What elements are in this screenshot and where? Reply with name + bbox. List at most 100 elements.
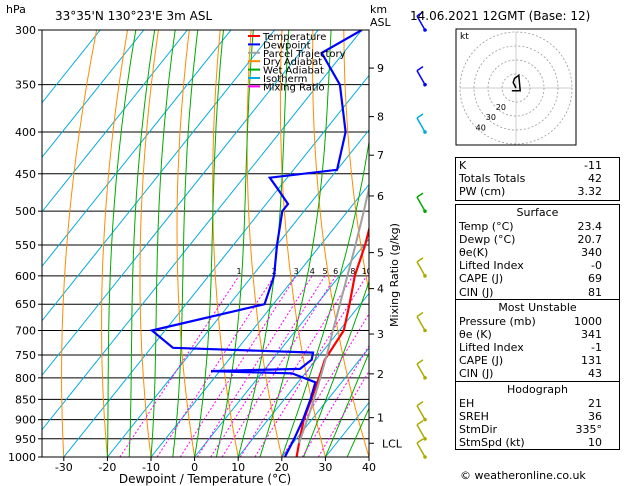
pressure-tick-label: 950 [15, 433, 36, 446]
wind-barb-dot [423, 376, 427, 380]
pressure-tick-label: 550 [15, 239, 36, 252]
wind-barb-staff [416, 424, 426, 440]
temperature-tick-label: 10 [231, 461, 245, 474]
plot-frame [41, 29, 370, 458]
dry-adiabat-line [375, 30, 457, 457]
dry-adiabat-line [279, 30, 326, 457]
chart-series: 1 2 3 4 5 6 8 10 15 20 25 [149, 30, 416, 457]
profile-parcel-trajectory [297, 183, 369, 444]
top-indices: K -11 Totals Totals 42 PW (cm) 3.32 [455, 157, 620, 201]
mixing-ratio-label: 5 [322, 267, 327, 276]
hodograph-trace [511, 74, 522, 92]
wind-barb-staff [416, 405, 426, 421]
index-row-pw: PW (cm) 3.32 [459, 185, 602, 199]
height-tick-label: 6 [377, 190, 384, 203]
wind-barb-staff [416, 363, 426, 379]
mixing-ratio-label: 1 [236, 267, 241, 276]
pressure-tick-label: 700 [15, 325, 36, 338]
surface-row: CIN (J) 81 [459, 285, 602, 299]
height-tick-label: 4 [377, 283, 384, 296]
isotherm-line [42, 30, 275, 322]
height-tick-label: 9 [377, 62, 384, 75]
wind-barb-flag [416, 359, 424, 365]
km-label: km [370, 3, 387, 16]
height-tick-label: 1 [377, 412, 384, 425]
wet-adiabat-line [346, 407, 369, 457]
legend-label: Wet Adiabat [263, 66, 324, 77]
surface-row: Temp (°C) 23.4 [459, 219, 602, 233]
mixing-ratio-label: 3 [294, 267, 299, 276]
wind-barb-flag [416, 311, 424, 318]
temperature-tick-label: -10 [142, 461, 160, 474]
pressure-tick-label: 850 [15, 393, 36, 406]
wet-adiabat-line [128, 30, 156, 457]
wind-barb-dot [423, 437, 427, 441]
height-tick-label: 5 [377, 247, 384, 260]
mixing-ratio-label: 20 [406, 267, 416, 276]
mixing-ratio-axis-label: Mixing Ratio (g/kg) [388, 223, 401, 327]
wet-adiabat-line [237, 30, 290, 457]
wind-barb-flag [416, 66, 424, 72]
indices-panel: K -11 Totals Totals 42 PW (cm) 3.32 Surface… [455, 157, 620, 451]
wind-barb-staff [416, 117, 426, 133]
mixing-ratio-label: 4 [310, 267, 315, 276]
isotherm-line [42, 30, 232, 268]
mixing-ratio-line [301, 344, 369, 457]
dry-adiabat-line [101, 30, 128, 457]
surface-title: Surface [516, 205, 559, 219]
legend-label: Isotherm [263, 74, 307, 85]
dry-adiabat-line [622, 30, 629, 457]
wind-barb-flag [416, 11, 424, 17]
wind-barb-dot [423, 274, 427, 278]
pressure-tick-label: 900 [15, 414, 36, 427]
height-tick-label: 3 [377, 328, 384, 341]
credit-text: © weatheronline.co.uk [460, 469, 586, 482]
height-tick-label: 2 [377, 368, 384, 381]
dry-adiabat-line [343, 30, 369, 295]
x-axis-label: Dewpoint / Temperature (°C) [119, 472, 291, 486]
wind-barb-staff [416, 261, 426, 277]
pressure-tick-label: 800 [15, 372, 36, 385]
wet-adiabat-line [172, 30, 199, 457]
wind-barbs [416, 11, 427, 459]
legend-label: Parcel Trajectory [263, 49, 346, 60]
mixing-ratio-line [196, 275, 313, 457]
legend-label: Dry Adiabat [263, 57, 322, 68]
wet-adiabat-line [150, 30, 176, 457]
wind-barb-flag [416, 438, 424, 444]
wind-barb-dot [423, 28, 427, 32]
temperature-tick-label: -30 [55, 461, 73, 474]
isotherm-line [42, 30, 363, 431]
pressure-tick-label: 350 [15, 79, 36, 92]
wind-barb-dot [423, 328, 427, 333]
wet-adiabat-line [303, 280, 369, 457]
surface-row: CAPE (J) 69 [459, 272, 602, 286]
wind-barb-flag [416, 401, 424, 407]
wet-adiabat-line [281, 138, 369, 457]
pressure-tick-label: 500 [15, 205, 36, 218]
isotherm-line [150, 183, 369, 457]
location-title: 33°35'N 130°23'E 3m ASL [55, 9, 212, 23]
height-tick-label: LCL [382, 437, 403, 450]
profile-dewpoint [149, 30, 363, 457]
dry-adiabat-line [61, 30, 98, 457]
datetime-label: 14.06.2021 12GMT (Base: 12) [410, 9, 590, 23]
hodo-row: StmSpd (kt) 10 [459, 436, 602, 450]
hodograph-ring-label: 20 [496, 103, 506, 112]
wind-barb-dot [423, 455, 427, 459]
mixing-ratio-line [179, 275, 297, 457]
legend-label: Dewpoint [263, 40, 311, 51]
pressure-tick-label: 600 [15, 270, 36, 283]
legend-label: Temperature [262, 32, 326, 43]
wind-barb-staff [416, 70, 426, 86]
dry-adiabat-line [176, 30, 196, 457]
surface-section: Surface Temp (°C) 23.4 Dewp (°C) 20.7 θe(K… [455, 203, 620, 300]
height-tick-label: 8 [377, 111, 384, 124]
wet-adiabat-line [106, 30, 137, 457]
wet-adiabat-line [259, 30, 332, 457]
asl-label: ASL [370, 16, 392, 29]
isotherm-line [281, 347, 369, 457]
mixing-ratio-line [119, 275, 240, 457]
mixing-ratio-line [239, 275, 354, 457]
